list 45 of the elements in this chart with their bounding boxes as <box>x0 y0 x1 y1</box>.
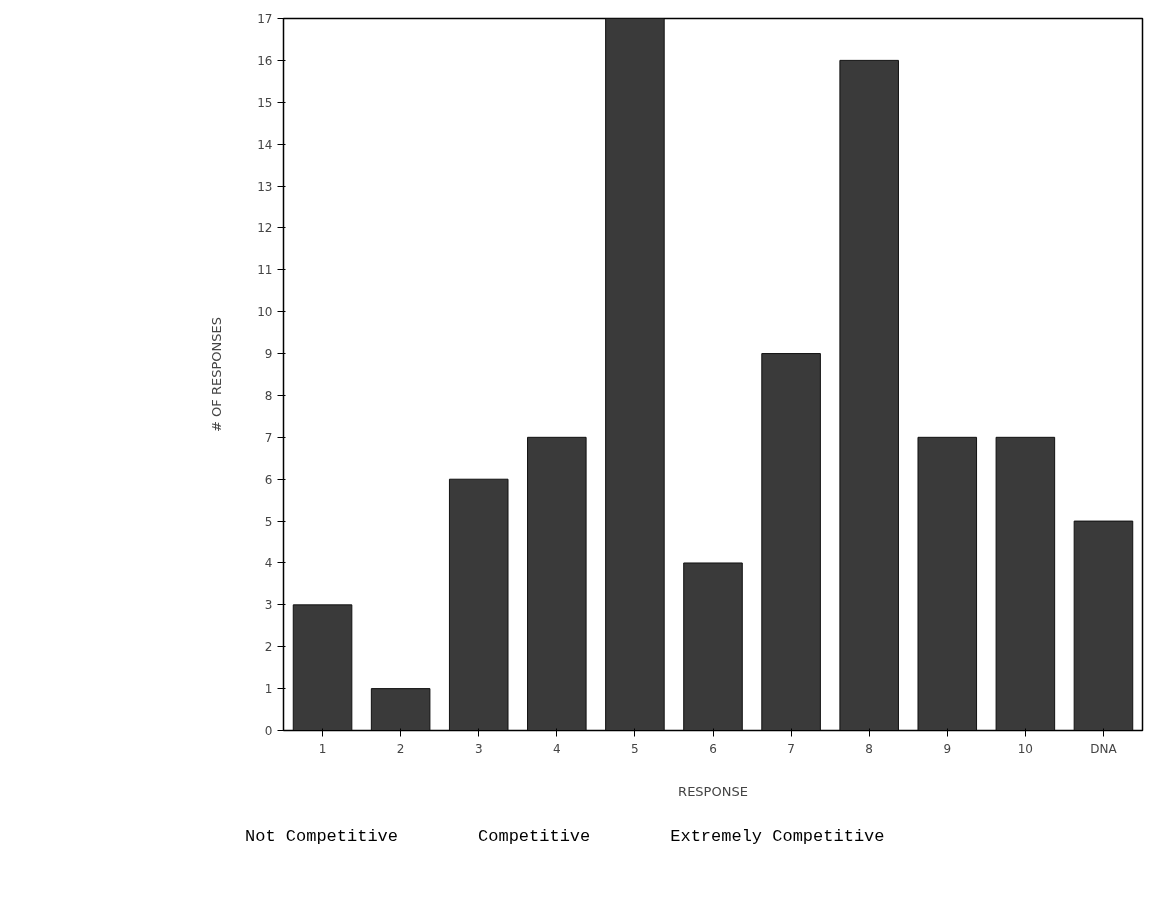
y-tick-label: 1 <box>264 682 273 697</box>
bar <box>605 18 665 731</box>
y-tick-label: 0 <box>264 724 273 738</box>
y-tick-label: 13 <box>257 179 273 194</box>
y-axis-title: # OF RESPONSES <box>209 317 225 432</box>
x-tick-label: 8 <box>865 741 874 756</box>
y-tick-label: 9 <box>264 347 273 362</box>
y-tick-label: 11 <box>257 263 273 278</box>
y-tick-label: 14 <box>257 137 273 152</box>
bar <box>527 436 587 731</box>
y-tick-label: 5 <box>264 514 273 529</box>
bar <box>683 562 743 731</box>
x-tick-label: 7 <box>787 741 795 756</box>
x-tick-label: 1 <box>318 741 327 756</box>
bar <box>370 688 431 731</box>
x-axis-title: RESPONSE <box>678 783 748 799</box>
y-tick-label: 4 <box>264 556 273 571</box>
y-tick-label: 3 <box>264 598 273 613</box>
text: Competitive <box>478 827 591 846</box>
y-tick-label: 2 <box>264 640 273 655</box>
x-tick-label: 9 <box>943 741 952 756</box>
y-tick-label: 7 <box>264 430 273 445</box>
bar <box>292 604 353 731</box>
y-tick-label: 8 <box>264 388 273 403</box>
y-tick-label: 17 <box>257 12 273 26</box>
x-tick-label: 10 <box>1017 741 1034 756</box>
bar <box>448 478 509 731</box>
y-tick-label: 10 <box>257 305 273 320</box>
bar <box>995 436 1056 731</box>
x-tick-label: 5 <box>631 741 639 756</box>
x-tick-label: 2 <box>396 741 405 756</box>
x-tick-label: 3 <box>474 741 483 756</box>
bar <box>1073 520 1134 731</box>
y-tick-label: 16 <box>257 53 273 68</box>
text: Not Competitive <box>245 827 399 846</box>
x-tick-label: 4 <box>553 741 561 756</box>
x-tick-label: 6 <box>709 741 717 756</box>
bar <box>761 353 821 731</box>
text: Extremely Competitive <box>670 827 885 846</box>
x-tick-label: DNA <box>1090 741 1118 756</box>
bar <box>917 436 978 731</box>
y-tick-label: 15 <box>257 95 273 110</box>
y-tick-label: 12 <box>257 221 273 236</box>
y-tick-label: 6 <box>264 472 273 487</box>
bar <box>839 59 899 731</box>
